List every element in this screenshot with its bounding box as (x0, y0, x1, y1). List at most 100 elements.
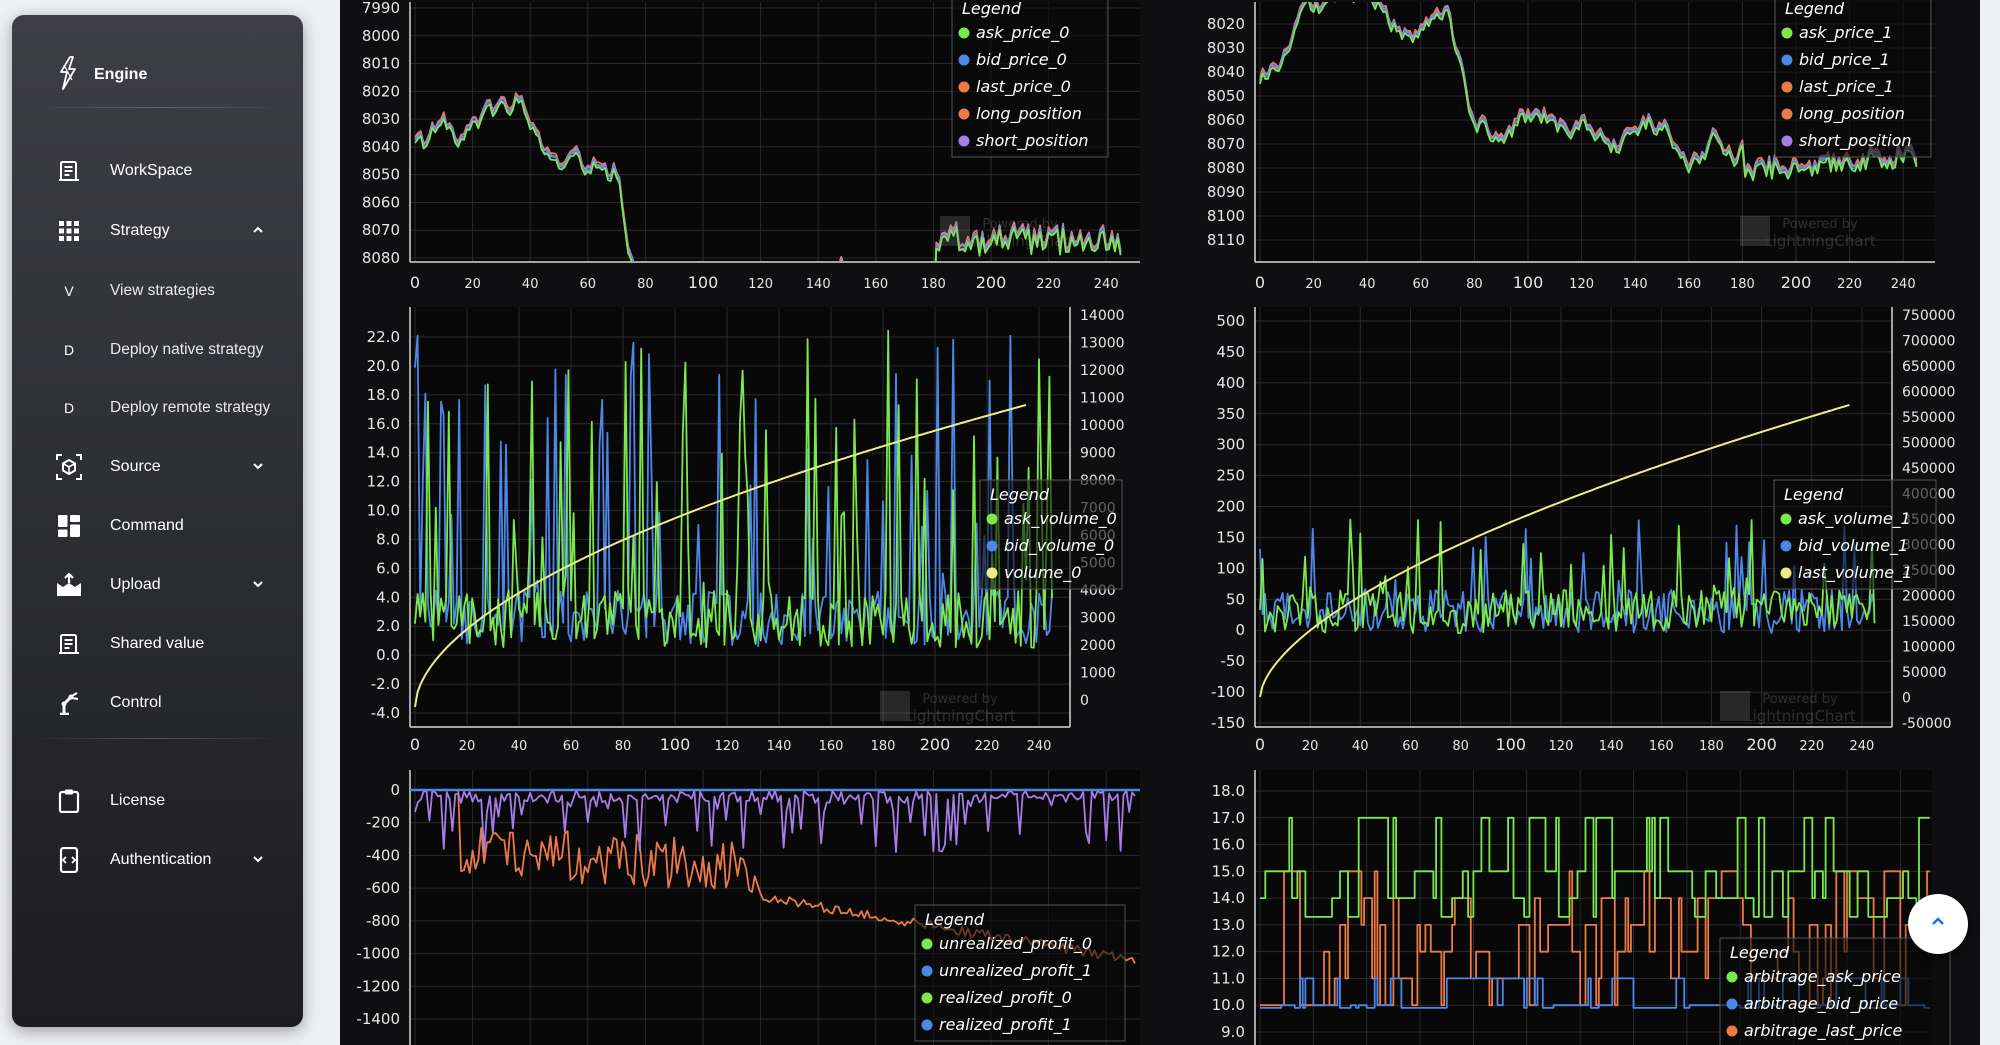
watermark-logo-icon (880, 691, 910, 721)
sidebar-item-shared-value[interactable]: Shared value (56, 624, 273, 664)
sidebar-subitem-deploy-remote[interactable]: D Deploy remote strategy (56, 390, 273, 426)
sidebar-divider (34, 107, 281, 108)
series-line-long_position (414, 96, 1122, 262)
x-tick-label: 80 (615, 739, 632, 754)
x-tick-label: 40 (1352, 739, 1369, 754)
y-tick-label: 4.0 (376, 588, 400, 606)
legend-label: bid_price_0 (976, 50, 1067, 70)
x-tick-label: 120 (1569, 277, 1594, 292)
y2-tick-label: 600000 (1902, 385, 1955, 401)
y-tick-label: 500 (1216, 312, 1245, 330)
series-line-ask_volume_0 (414, 329, 1053, 649)
sidebar-item-source[interactable]: Source (56, 447, 273, 487)
shared-value-icon (56, 631, 82, 657)
x-tick-label: 180 (871, 739, 896, 754)
sidebar-item-upload[interactable]: Upload (56, 565, 273, 605)
sidebar-item-license[interactable]: License (56, 781, 273, 821)
scroll-to-top-button[interactable] (1908, 894, 1968, 954)
legend-marker (1726, 971, 1738, 983)
y-tick-label: 8040 (1207, 63, 1245, 81)
sidebar-item-authentication[interactable]: Authentication (56, 840, 273, 880)
sidebar-item-strategy[interactable]: Strategy (56, 211, 273, 251)
y2-tick-label: 650000 (1902, 359, 1955, 375)
sidebar-item-command[interactable]: Command (56, 506, 273, 546)
chevron-down-icon[interactable] (251, 852, 265, 871)
legend-marker (1781, 108, 1793, 120)
x-tick-label: 100 (1496, 735, 1527, 754)
sidebar-subitem-deploy-native[interactable]: D Deploy native strategy (56, 332, 273, 368)
legend-box (914, 904, 1126, 1042)
watermark-line-1: Powered by (1782, 217, 1858, 232)
watermark-line-2: LightningChart (964, 232, 1075, 250)
volume-chart-0[interactable]: 22.0 20.0 18.0 16.0 14.0 12.0 10.0 8.0 6.0 4.0 2.0… (340, 305, 1160, 768)
legend-label: arbitrage_bid_price (1744, 994, 1898, 1014)
x-tick-label: 20 (464, 277, 481, 292)
legend-marker (986, 513, 998, 525)
legend-box (979, 479, 1123, 590)
price-chart-0[interactable]: 7990 8000 8010 8020 8030 8040 8050 8060 8070 8080… (340, 0, 1160, 305)
sidebar-subitem-letter: D (63, 400, 75, 416)
y-tick-label: 17.0 (1212, 809, 1245, 827)
legend-title: Legend (1785, 0, 1845, 18)
sidebar-item-control[interactable]: Control (56, 683, 273, 723)
legend-marker (1780, 567, 1792, 579)
y-tick-label: 350 (1216, 405, 1245, 423)
sidebar-item-workspace[interactable]: WorkSpace (56, 151, 273, 191)
y-tick-label: 14.0 (1212, 889, 1245, 907)
x-tick-label: 240 (1094, 277, 1119, 292)
y-tick-label: 9.0 (1221, 1023, 1245, 1041)
x-tick-label: 100 (1513, 273, 1544, 292)
x-tick-label: 60 (1413, 277, 1430, 292)
watermark-line-1: Powered by (922, 692, 998, 707)
watermark-line-2: LightningChart (1764, 232, 1875, 250)
y-tick-label: 200 (1216, 498, 1245, 516)
x-tick-label: 80 (1466, 277, 1483, 292)
y-tick-label: 0 (1235, 621, 1245, 639)
volume-chart-1[interactable]: 500 450 400 350 300 250 200 150 100 50 0 -50 -100 -15… (1160, 305, 1980, 768)
sidebar-item-label: Command (110, 517, 184, 534)
x-tick-label: 140 (1599, 739, 1624, 754)
profit-chart[interactable]: 0 -200 -400 -600 -800 -1000 -1200 -1400 Legend un… (340, 768, 1160, 1045)
x-tick-label: 100 (660, 735, 691, 754)
x-tick-label: 140 (806, 277, 831, 292)
y2-tick-label: 100000 (1902, 640, 1955, 656)
y2-tick-label: 150000 (1902, 614, 1955, 630)
y-tick-label: 6.0 (376, 559, 400, 577)
y-tick-label: 8030 (1207, 39, 1245, 57)
watermark-logo-icon (1740, 216, 1770, 246)
x-tick-label: 120 (715, 739, 740, 754)
sidebar-subitem-view-strategies[interactable]: V View strategies (56, 273, 273, 309)
sidebar-item-label: Shared value (110, 635, 205, 652)
x-tick-label: 220 (975, 739, 1000, 754)
sidebar-item-label: Upload (110, 576, 161, 593)
chevron-down-icon[interactable] (251, 577, 265, 596)
legend-label: arbitrage_ask_price (1744, 967, 1901, 987)
series-group (414, 92, 1122, 262)
grid-icon (56, 218, 82, 244)
brand[interactable]: Engine (58, 55, 147, 93)
series-line-long_position (1259, 2, 1918, 182)
arbitrage-chart[interactable]: 18.0 17.0 16.0 15.0 14.0 13.0 12.0 11.0 10.0 9.0 L… (1160, 768, 1980, 1045)
legend-label: realized_profit_1 (939, 1015, 1072, 1035)
watermark-line-2: LightningChart (1744, 707, 1855, 725)
y-tick-label: 8100 (1207, 207, 1245, 225)
x-tick-label: 0 (410, 735, 420, 754)
legend-marker (1781, 81, 1793, 93)
y-tick-label: 8060 (362, 193, 400, 211)
y-tick-label: 450 (1216, 343, 1245, 361)
chevron-up-icon[interactable] (251, 223, 265, 242)
y-tick-label: -1400 (356, 1010, 400, 1028)
x-tick-label: 200 (1781, 273, 1812, 292)
price-chart-1[interactable]: 8020 8030 8040 8050 8060 8070 8080 8090 8100 8110… (1160, 0, 1980, 305)
legend-label: last_price_0 (976, 77, 1071, 97)
x-tick-label: 0 (1255, 735, 1265, 754)
y-tick-label: 50 (1226, 590, 1245, 608)
sidebar-item-label: License (110, 792, 166, 809)
x-tick-label: 160 (819, 739, 844, 754)
series-line-arbitrage_ask_price (1260, 816, 1930, 918)
chevron-down-icon[interactable] (251, 459, 265, 478)
legend-box (1773, 479, 1937, 590)
dashboard-icon (56, 513, 82, 539)
legend-label: long_position (976, 104, 1082, 124)
y-tick-label: 8050 (1207, 87, 1245, 105)
